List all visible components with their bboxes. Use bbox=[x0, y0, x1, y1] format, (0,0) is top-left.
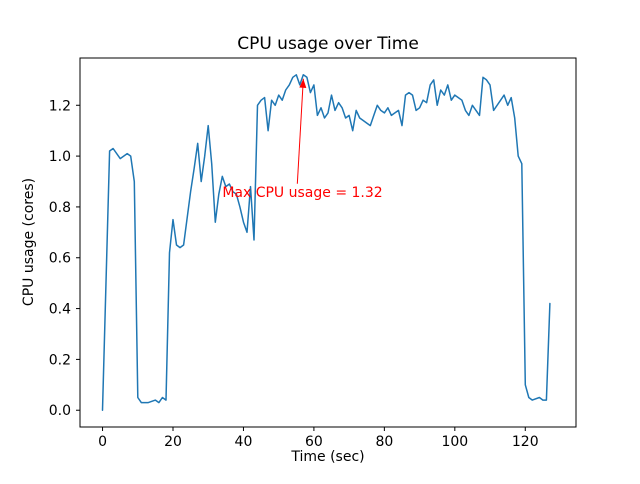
y-tick-label: 0.8 bbox=[49, 200, 71, 216]
y-axis-label: CPU usage (cores) bbox=[21, 178, 37, 306]
annotation-arrowhead bbox=[299, 78, 307, 88]
y-tick-label: 1.0 bbox=[49, 149, 71, 165]
max-annotation-arrow bbox=[296, 78, 307, 184]
y-tick-label: 0.2 bbox=[49, 352, 71, 368]
x-tick-label: 40 bbox=[235, 434, 253, 450]
x-tick-label: 20 bbox=[164, 434, 182, 450]
x-tick-label: 80 bbox=[375, 434, 393, 450]
cpu-usage-line-series bbox=[101, 74, 551, 411]
y-tick-label: 0.6 bbox=[49, 251, 71, 267]
y-tick-label: 0.0 bbox=[49, 403, 71, 419]
chart-title: CPU usage over Time bbox=[237, 34, 419, 54]
x-tick-label: 100 bbox=[441, 434, 468, 450]
plot-box bbox=[79, 57, 577, 428]
x-tick-label: 0 bbox=[98, 434, 107, 450]
axis-ticks: 0 20 40 60 80 100 120 0.0 0.2 0.4 0.6 0.8 1.0 1.2 bbox=[49, 98, 539, 450]
x-axis-label: Time (sec) bbox=[290, 449, 364, 465]
y-tick-label: 1.2 bbox=[49, 98, 71, 114]
cpu-usage-line bbox=[101, 74, 551, 411]
max-annotation-label: Max CPU usage = 1.32 bbox=[222, 185, 382, 201]
x-tick-label: 120 bbox=[512, 434, 539, 450]
y-tick-label: 0.4 bbox=[49, 302, 71, 318]
x-tick-label: 60 bbox=[305, 434, 323, 450]
